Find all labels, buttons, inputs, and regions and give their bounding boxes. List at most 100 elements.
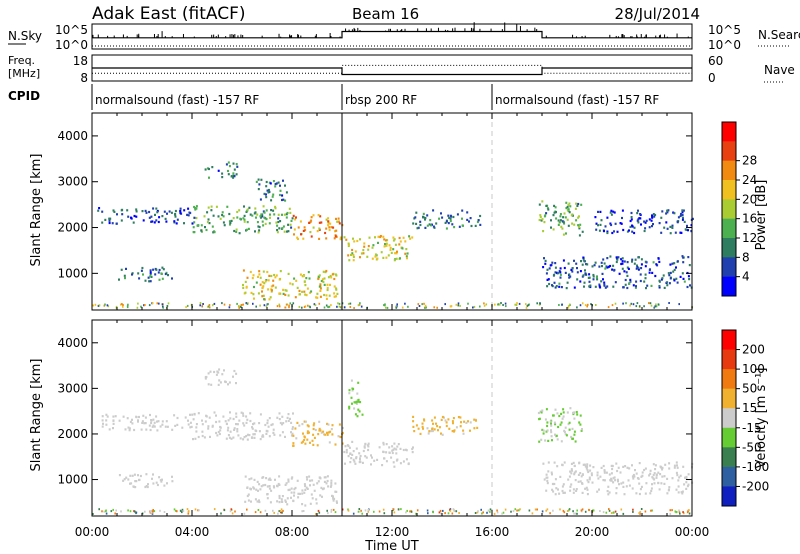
scatter-cell [265,477,268,480]
scatter-cell [650,219,653,222]
scatter-cell [560,225,563,228]
scatter-cell [217,169,220,172]
scatter-cell [303,226,306,229]
ground-cell [149,510,152,513]
ground-cell [584,304,587,307]
ground-cell [231,512,234,515]
scatter-cell [602,278,604,281]
scatter-cell [578,461,581,464]
scatter-cell [215,431,218,435]
ground-cell [678,510,681,513]
scatter-cell [682,465,685,468]
scatter-cell [303,436,306,439]
scatter-cell [230,219,233,222]
ground-cell [588,508,590,511]
ground-cell [650,304,653,307]
ground-cell [541,510,544,513]
scatter-cell [174,209,177,213]
scatter-cell [385,242,388,245]
scatter-cell [631,487,634,490]
scatter-cell [688,264,691,267]
ground-cell [567,510,569,512]
scatter-cell [311,479,314,482]
scatter-cell [570,462,573,465]
scatter-cell [148,216,151,219]
scatter-cell [306,432,309,435]
scatter-cell [194,208,197,211]
scatter-cell [392,236,395,239]
scatter-cell [144,279,147,282]
scatter-cell [152,207,155,210]
scatter-cell [179,212,182,215]
scatter-cell [356,239,359,243]
scatter-cell [637,209,639,212]
scatter-cell [374,255,377,258]
scatter-cell [559,213,562,216]
scatter-cell [239,437,242,440]
colorbar-swatch [722,447,736,468]
ground-cell [406,509,408,512]
scatter-cell [367,245,370,248]
ground-cell [610,512,613,514]
scatter-cell [192,226,195,229]
scatter-cell [432,225,435,228]
scatter-cell [329,283,331,286]
scatter-cell [337,435,340,438]
scatter-cell [271,423,274,426]
scatter-cell [406,252,409,255]
ground-cell [126,304,129,307]
scatter-cell [229,221,232,224]
scatter-cell [617,480,619,483]
scatter-cell [244,500,247,503]
scatter-cell [599,475,602,478]
scatter-cell [683,483,686,486]
scatter-cell [256,500,259,503]
scatter-cell [619,471,622,474]
ground-cell [328,305,331,308]
ground-cell [424,304,427,307]
scatter-cell [331,424,334,427]
scatter-cell [184,416,187,419]
freq-panel: Freq. [MHz] 18 8 60 0 Nave [8,54,795,85]
scatter-cell [406,257,408,260]
ground-cell [620,508,623,511]
scatter-cell [567,224,570,227]
scatter-cell [637,218,640,221]
scatter-cell [644,273,647,276]
scatter-cell [195,205,198,208]
ground-cell [159,509,161,512]
ground-cell [284,306,287,309]
scatter-cell [194,207,197,210]
scatter-cell [356,392,359,395]
scatter-cell [309,231,312,234]
ground-cell [301,306,303,309]
scatter-cell [232,174,235,177]
scatter-cell [135,208,138,211]
scatter-cell [264,280,267,283]
scatter-cell [101,221,104,224]
scatter-cell [594,261,597,264]
scatter-cell [325,237,328,240]
scatter-cell [129,474,132,477]
ground-cell [481,512,483,515]
scatter-cell [561,485,564,488]
scatter-cell [336,220,339,223]
scatter-cell [348,405,351,408]
scatter-cell [669,232,672,235]
cpid-segments: normalsound (fast) -157 RF rbsp 200 RF nor… [95,84,659,110]
ground-cell [573,512,575,515]
scatter-cell [244,475,247,478]
scatter-cell [660,482,663,485]
scatter-cell [158,216,161,219]
scatter-cell [337,220,340,223]
scatter-cell [554,206,557,209]
ground-cell [240,305,242,308]
ground-cell [682,511,684,514]
scatter-cell [555,434,558,437]
scatter-cell [246,209,249,212]
scatter-cell [640,263,643,266]
scatter-cell [279,220,282,223]
scatter-cell [551,284,553,287]
power-range-label: Slant Range [km] [29,154,44,267]
scatter-cell [149,269,152,272]
